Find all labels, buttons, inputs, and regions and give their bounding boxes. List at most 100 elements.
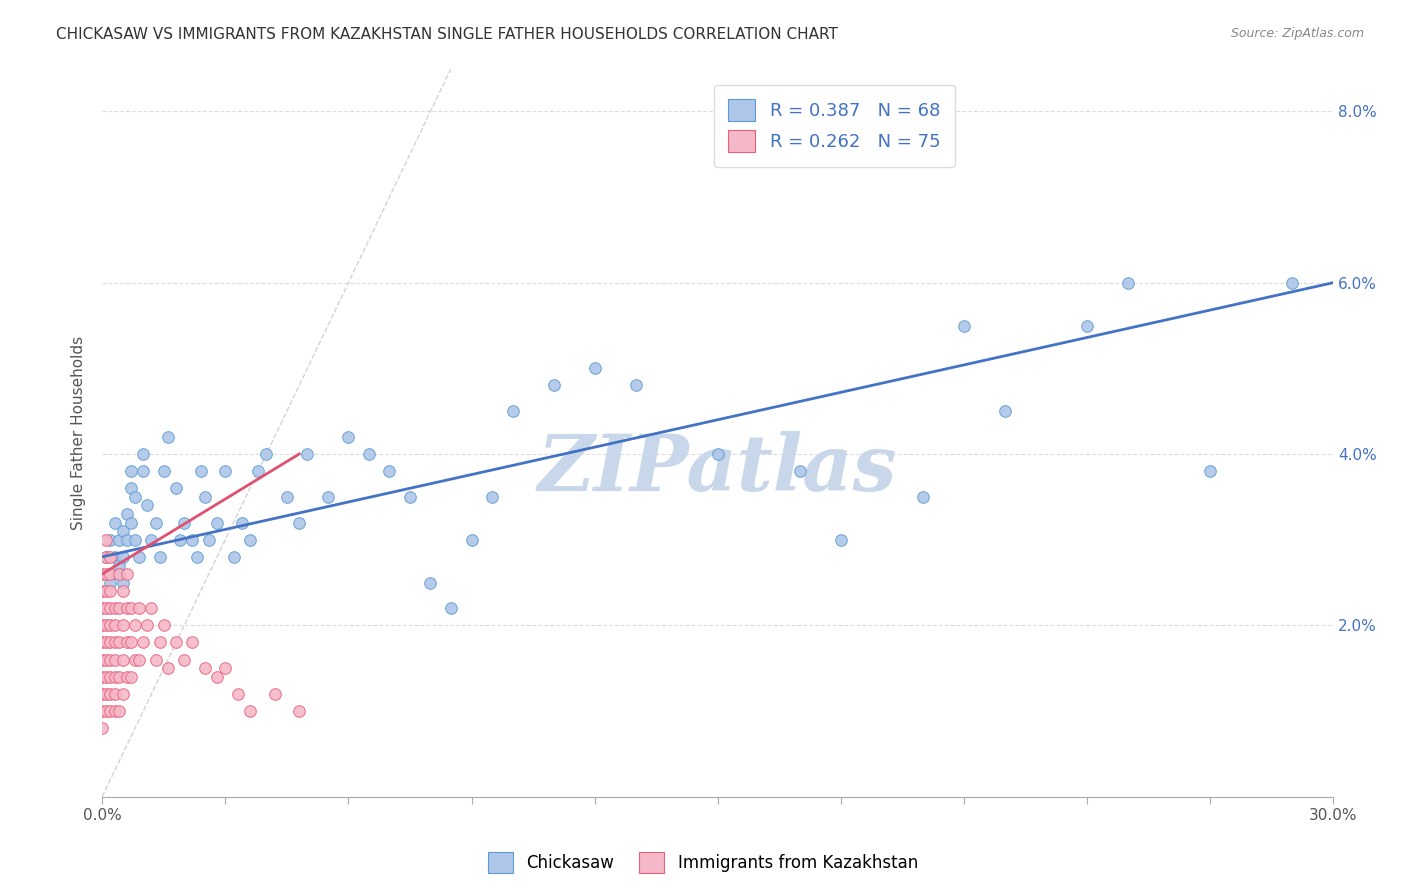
Text: Source: ZipAtlas.com: Source: ZipAtlas.com <box>1230 27 1364 40</box>
Point <box>165 481 187 495</box>
Point <box>100 533 122 547</box>
Point <box>111 687 134 701</box>
Point <box>276 490 298 504</box>
Point <box>583 361 606 376</box>
Point <box>226 687 249 701</box>
Point <box>107 566 129 581</box>
Point <box>96 618 118 632</box>
Point <box>190 464 212 478</box>
Point <box>115 507 138 521</box>
Point <box>136 499 159 513</box>
Point <box>316 490 339 504</box>
Point <box>136 618 159 632</box>
Point <box>96 652 118 666</box>
Point <box>111 549 134 564</box>
Point <box>173 516 195 530</box>
Point <box>994 404 1017 418</box>
Point <box>120 635 142 649</box>
Point <box>120 670 142 684</box>
Point <box>115 566 138 581</box>
Point <box>100 618 122 632</box>
Point <box>91 670 114 684</box>
Text: ZIPatlas: ZIPatlas <box>538 431 897 508</box>
Point <box>953 318 976 333</box>
Point <box>103 618 125 632</box>
Point <box>239 533 262 547</box>
Point <box>107 704 129 718</box>
Point <box>111 524 134 538</box>
Point <box>128 549 150 564</box>
Point <box>107 533 129 547</box>
Point <box>440 601 463 615</box>
Point <box>91 601 114 615</box>
Point <box>543 378 565 392</box>
Text: CHICKASAW VS IMMIGRANTS FROM KAZAKHSTAN SINGLE FATHER HOUSEHOLDS CORRELATION CHA: CHICKASAW VS IMMIGRANTS FROM KAZAKHSTAN … <box>56 27 838 42</box>
Point <box>145 516 167 530</box>
Point <box>103 601 125 615</box>
Point <box>481 490 503 504</box>
Point <box>181 635 204 649</box>
Point <box>96 687 118 701</box>
Point <box>186 549 208 564</box>
Point <box>205 516 228 530</box>
Point <box>152 464 174 478</box>
Point <box>181 533 204 547</box>
Point <box>111 618 134 632</box>
Point <box>297 447 319 461</box>
Point <box>145 652 167 666</box>
Point <box>103 635 125 649</box>
Point <box>115 635 138 649</box>
Legend: Chickasaw, Immigrants from Kazakhstan: Chickasaw, Immigrants from Kazakhstan <box>481 846 925 880</box>
Point <box>152 618 174 632</box>
Point <box>100 575 122 590</box>
Point <box>96 670 118 684</box>
Point <box>205 670 228 684</box>
Point <box>91 618 114 632</box>
Point <box>141 533 163 547</box>
Point <box>100 549 122 564</box>
Point <box>149 549 172 564</box>
Point <box>91 566 114 581</box>
Legend: R = 0.387   N = 68, R = 0.262   N = 75: R = 0.387 N = 68, R = 0.262 N = 75 <box>714 85 955 167</box>
Y-axis label: Single Father Households: Single Father Households <box>72 335 86 530</box>
Point <box>107 558 129 573</box>
Point <box>1116 276 1139 290</box>
Point <box>214 661 236 675</box>
Point <box>120 481 142 495</box>
Point <box>165 635 187 649</box>
Point <box>91 652 114 666</box>
Point <box>132 635 155 649</box>
Point <box>124 618 146 632</box>
Point <box>100 652 122 666</box>
Point <box>288 704 311 718</box>
Point <box>194 490 217 504</box>
Point <box>124 490 146 504</box>
Point <box>120 601 142 615</box>
Point <box>141 601 163 615</box>
Point <box>378 464 401 478</box>
Point <box>100 635 122 649</box>
Point <box>107 601 129 615</box>
Point <box>132 447 155 461</box>
Point <box>96 566 118 581</box>
Point <box>194 661 217 675</box>
Point <box>91 704 114 718</box>
Point <box>107 635 129 649</box>
Point <box>254 447 277 461</box>
Point <box>96 584 118 599</box>
Point <box>399 490 422 504</box>
Point <box>103 670 125 684</box>
Point <box>120 516 142 530</box>
Point <box>1281 276 1303 290</box>
Point <box>156 430 179 444</box>
Point <box>124 533 146 547</box>
Point <box>103 516 125 530</box>
Point <box>111 575 134 590</box>
Point <box>100 670 122 684</box>
Point <box>100 584 122 599</box>
Point <box>357 447 380 461</box>
Point <box>132 464 155 478</box>
Point <box>198 533 221 547</box>
Point <box>107 670 129 684</box>
Point <box>115 670 138 684</box>
